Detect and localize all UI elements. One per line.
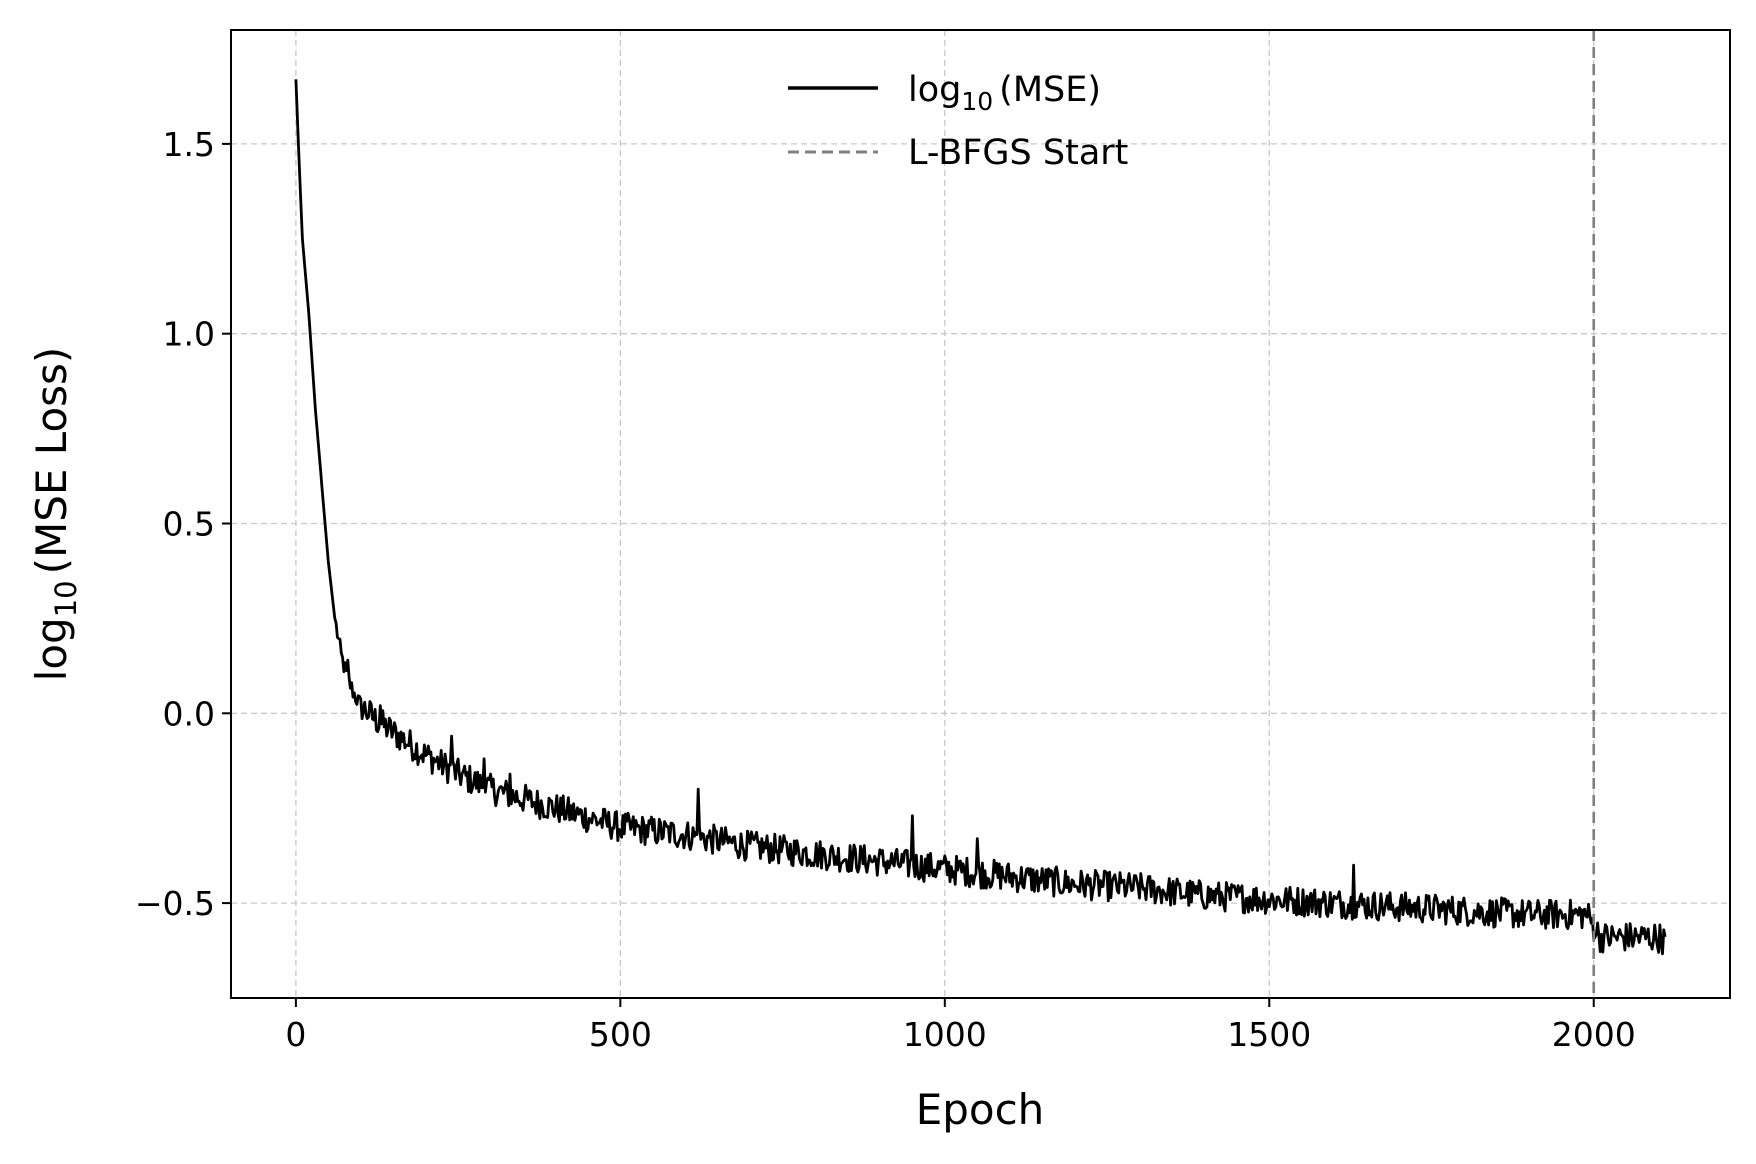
- y-axis-title-prefix: log: [27, 617, 76, 681]
- axis-ticks: 0 500 1000 1500 2000 −0.5 0.0 0.5 1.0 1.5: [135, 125, 1636, 1054]
- x-tick-label: 0: [285, 1015, 306, 1054]
- y-tick-label: 0.5: [163, 504, 215, 543]
- y-tick-label: −0.5: [135, 884, 215, 923]
- legend-label-lbfgs: L-BFGS Start: [908, 133, 1128, 173]
- y-tick-label: 1.0: [163, 315, 215, 354]
- legend-label-mse: log10 (MSE): [908, 70, 1101, 116]
- y-axis-title-subscript: 10: [49, 580, 83, 617]
- legend-label-mse-prefix: log: [908, 70, 961, 110]
- plot-frame: [230, 29, 1731, 999]
- x-tick-label: 2000: [1552, 1015, 1636, 1054]
- x-tick-label: 1500: [1227, 1015, 1311, 1054]
- x-tick-label: 500: [589, 1015, 652, 1054]
- y-tick-label: 1.5: [163, 125, 215, 164]
- plot-series: [294, 30, 1667, 998]
- y-axis-title: log10 (MSE Loss): [27, 347, 83, 682]
- x-axis-title: Epoch: [916, 1085, 1045, 1134]
- mse-loss-line: [294, 79, 1667, 956]
- y-tick-label: 0.0: [163, 694, 215, 733]
- legend-label-mse-subscript: 10: [961, 87, 993, 116]
- legend: log10 (MSE) L-BFGS Start: [788, 70, 1128, 173]
- legend-label-mse-suffix: (MSE): [999, 70, 1101, 110]
- x-tick-label: 1000: [903, 1015, 987, 1054]
- y-axis-title-suffix: (MSE Loss): [27, 347, 76, 575]
